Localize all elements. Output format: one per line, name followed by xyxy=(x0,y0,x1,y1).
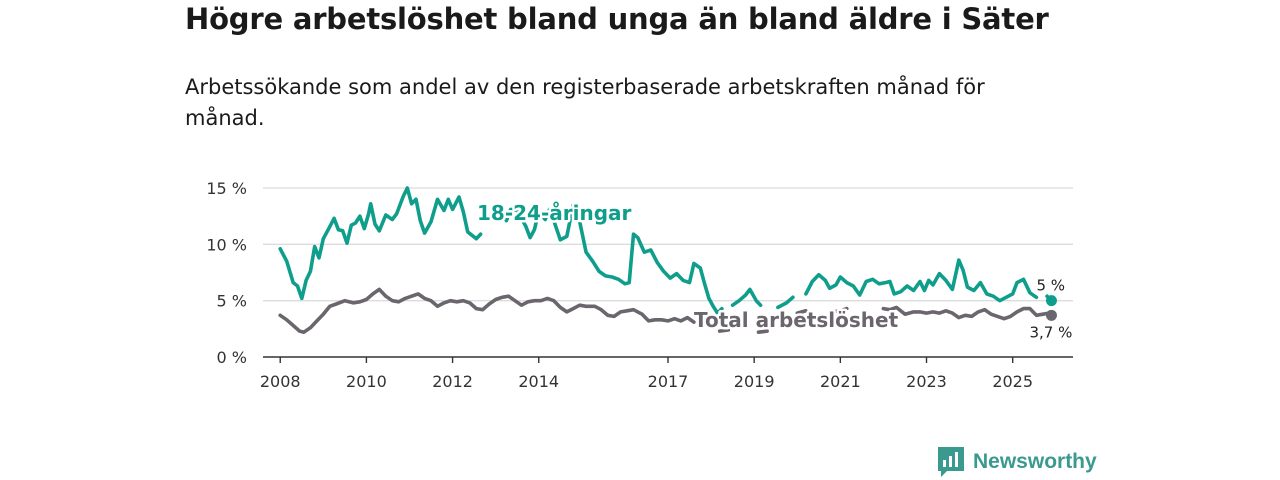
total-series-label: Total arbetslöshet xyxy=(694,308,899,332)
total-series-line xyxy=(278,287,1054,334)
chart-title: Högre arbetslöshet bland unga än bland ä… xyxy=(185,2,1049,36)
x-tick-label: 2023 xyxy=(906,372,947,391)
y-tick-label: 0 % xyxy=(217,348,247,367)
youth-end-marker xyxy=(1045,295,1057,307)
youth-end-label: 5 % xyxy=(1036,277,1065,295)
y-tick-label: 15 % xyxy=(206,179,247,198)
y-tick-label: 10 % xyxy=(206,235,247,254)
x-tick-label: 2010 xyxy=(346,372,387,391)
chart-subtitle: Arbetssökande som andel av den registerb… xyxy=(185,75,985,130)
brand-logo: Newsworthy xyxy=(938,447,1097,477)
newsworthy-logo-icon xyxy=(938,447,964,477)
brand-name: Newsworthy xyxy=(973,450,1097,473)
x-tick-label: 2025 xyxy=(992,372,1033,391)
x-tick-label: 2012 xyxy=(432,372,473,391)
x-tick-label: 2017 xyxy=(648,372,689,391)
youth-series-line xyxy=(278,186,1054,315)
x-tick-label: 2014 xyxy=(518,372,559,391)
y-tick-label: 5 % xyxy=(217,292,247,311)
x-tick-label: 2019 xyxy=(734,372,775,391)
x-tick-label: 2021 xyxy=(820,372,861,391)
total-end-label: 3,7 % xyxy=(1029,323,1072,341)
x-tick-label: 2008 xyxy=(260,372,301,391)
total-end-marker xyxy=(1045,309,1057,321)
youth-series-label: 18-24-åringar xyxy=(477,201,632,225)
